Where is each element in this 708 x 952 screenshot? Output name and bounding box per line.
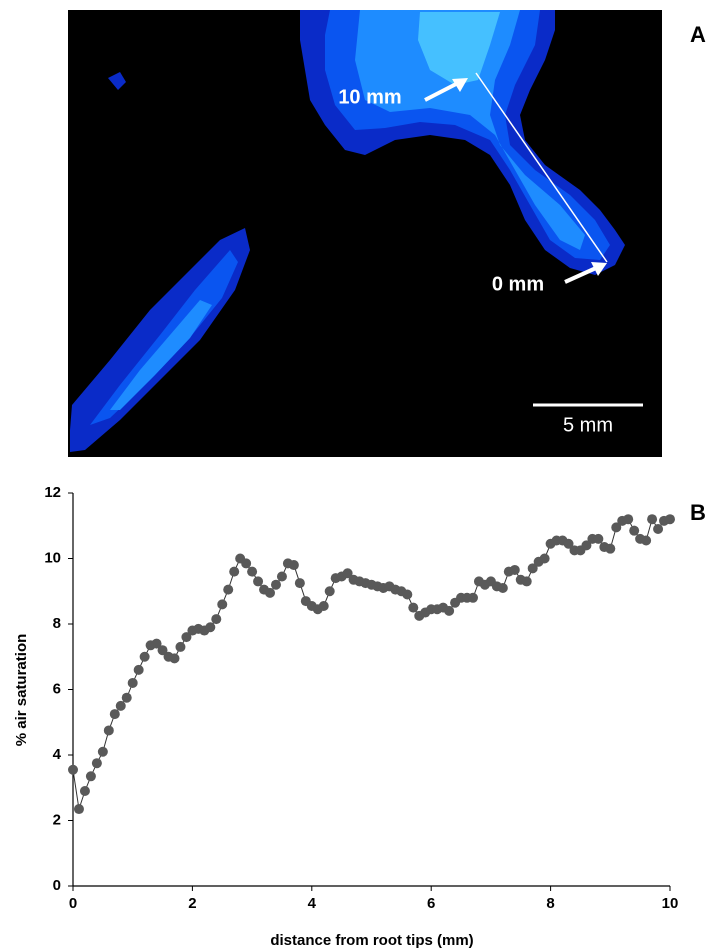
data-point bbox=[103, 725, 114, 736]
data-point bbox=[623, 514, 634, 525]
x-tick-label: 2 bbox=[188, 895, 196, 912]
data-point bbox=[593, 533, 604, 544]
data-point bbox=[133, 664, 144, 675]
data-point bbox=[169, 653, 180, 664]
data-point bbox=[157, 645, 168, 656]
y-tick-label: 12 bbox=[44, 484, 61, 501]
data-point bbox=[127, 677, 138, 688]
x-tick-label: 10 bbox=[662, 895, 679, 912]
y-tick-label: 6 bbox=[53, 680, 61, 697]
data-point bbox=[581, 540, 592, 551]
arrow-head bbox=[591, 262, 607, 276]
data-point bbox=[109, 709, 120, 720]
data-point bbox=[139, 651, 150, 662]
data-point bbox=[68, 764, 78, 775]
data-point bbox=[605, 543, 616, 554]
y-tick-label: 2 bbox=[53, 811, 61, 828]
panel-label: A bbox=[690, 22, 706, 47]
data-point bbox=[211, 614, 222, 625]
data-point bbox=[241, 558, 252, 569]
data-point bbox=[247, 566, 258, 577]
data-point bbox=[121, 692, 132, 703]
data-point bbox=[402, 589, 413, 600]
data-point bbox=[509, 564, 520, 575]
x-tick-label: 8 bbox=[546, 895, 554, 912]
data-point bbox=[181, 632, 192, 643]
data-point bbox=[342, 568, 353, 579]
data-point bbox=[665, 514, 675, 525]
y-tick-label: 8 bbox=[53, 615, 61, 632]
data-point bbox=[318, 600, 329, 611]
small-blob bbox=[108, 72, 126, 90]
data-point bbox=[253, 576, 264, 587]
root-blob-core bbox=[418, 12, 500, 85]
data-point bbox=[641, 535, 652, 546]
data-point bbox=[205, 622, 216, 633]
arrow-shaft bbox=[564, 266, 597, 284]
root-blob-light bbox=[355, 10, 585, 250]
data-point bbox=[563, 538, 574, 549]
data-point bbox=[175, 641, 186, 652]
marker-label: 10 mm bbox=[338, 86, 401, 108]
panel-a-image: 10 mm 0 mm 5 mm bbox=[68, 10, 662, 457]
x-tick-label: 6 bbox=[427, 895, 435, 912]
panel-label: B bbox=[690, 500, 706, 525]
data-point bbox=[270, 579, 281, 590]
data-point bbox=[521, 576, 532, 587]
y-tick-label: 10 bbox=[44, 549, 61, 566]
data-point bbox=[467, 592, 478, 603]
data-point bbox=[497, 582, 508, 593]
x-tick-label: 4 bbox=[308, 895, 317, 912]
data-point bbox=[229, 566, 240, 577]
data-point bbox=[276, 571, 287, 582]
data-point bbox=[611, 522, 622, 533]
y-tick-label: 0 bbox=[53, 877, 61, 894]
lower-root-blob-mid bbox=[90, 250, 238, 425]
marker-label: 0 mm bbox=[492, 273, 544, 295]
x-tick-label: 0 bbox=[69, 895, 77, 912]
data-line bbox=[72, 517, 671, 810]
transect-line bbox=[475, 72, 608, 263]
data-point bbox=[647, 514, 658, 525]
data-point bbox=[527, 563, 538, 574]
data-point bbox=[217, 599, 228, 610]
data-point bbox=[85, 771, 96, 782]
y-tick-label: 4 bbox=[53, 746, 62, 763]
data-point bbox=[324, 586, 335, 597]
data-point bbox=[288, 560, 299, 571]
data-point bbox=[408, 602, 419, 613]
arrow-head bbox=[452, 78, 468, 92]
data-point bbox=[97, 746, 108, 757]
arrow-shaft bbox=[424, 81, 459, 102]
data-point bbox=[539, 553, 550, 564]
data-point bbox=[444, 605, 455, 616]
scale-bar-label: 5 mm bbox=[563, 414, 613, 436]
data-point bbox=[151, 638, 162, 649]
data-point bbox=[79, 786, 90, 797]
x-axis-title: distance from root tips (mm) bbox=[270, 932, 473, 949]
data-point bbox=[294, 578, 305, 589]
y-axis-title: % air saturation bbox=[13, 634, 30, 747]
lower-root-blob-light bbox=[110, 300, 212, 410]
data-point bbox=[629, 525, 640, 536]
data-point bbox=[223, 584, 234, 595]
data-point bbox=[265, 587, 276, 598]
data-point bbox=[653, 524, 664, 535]
data-point bbox=[73, 804, 84, 815]
data-point bbox=[91, 758, 102, 769]
data-point bbox=[115, 700, 126, 711]
